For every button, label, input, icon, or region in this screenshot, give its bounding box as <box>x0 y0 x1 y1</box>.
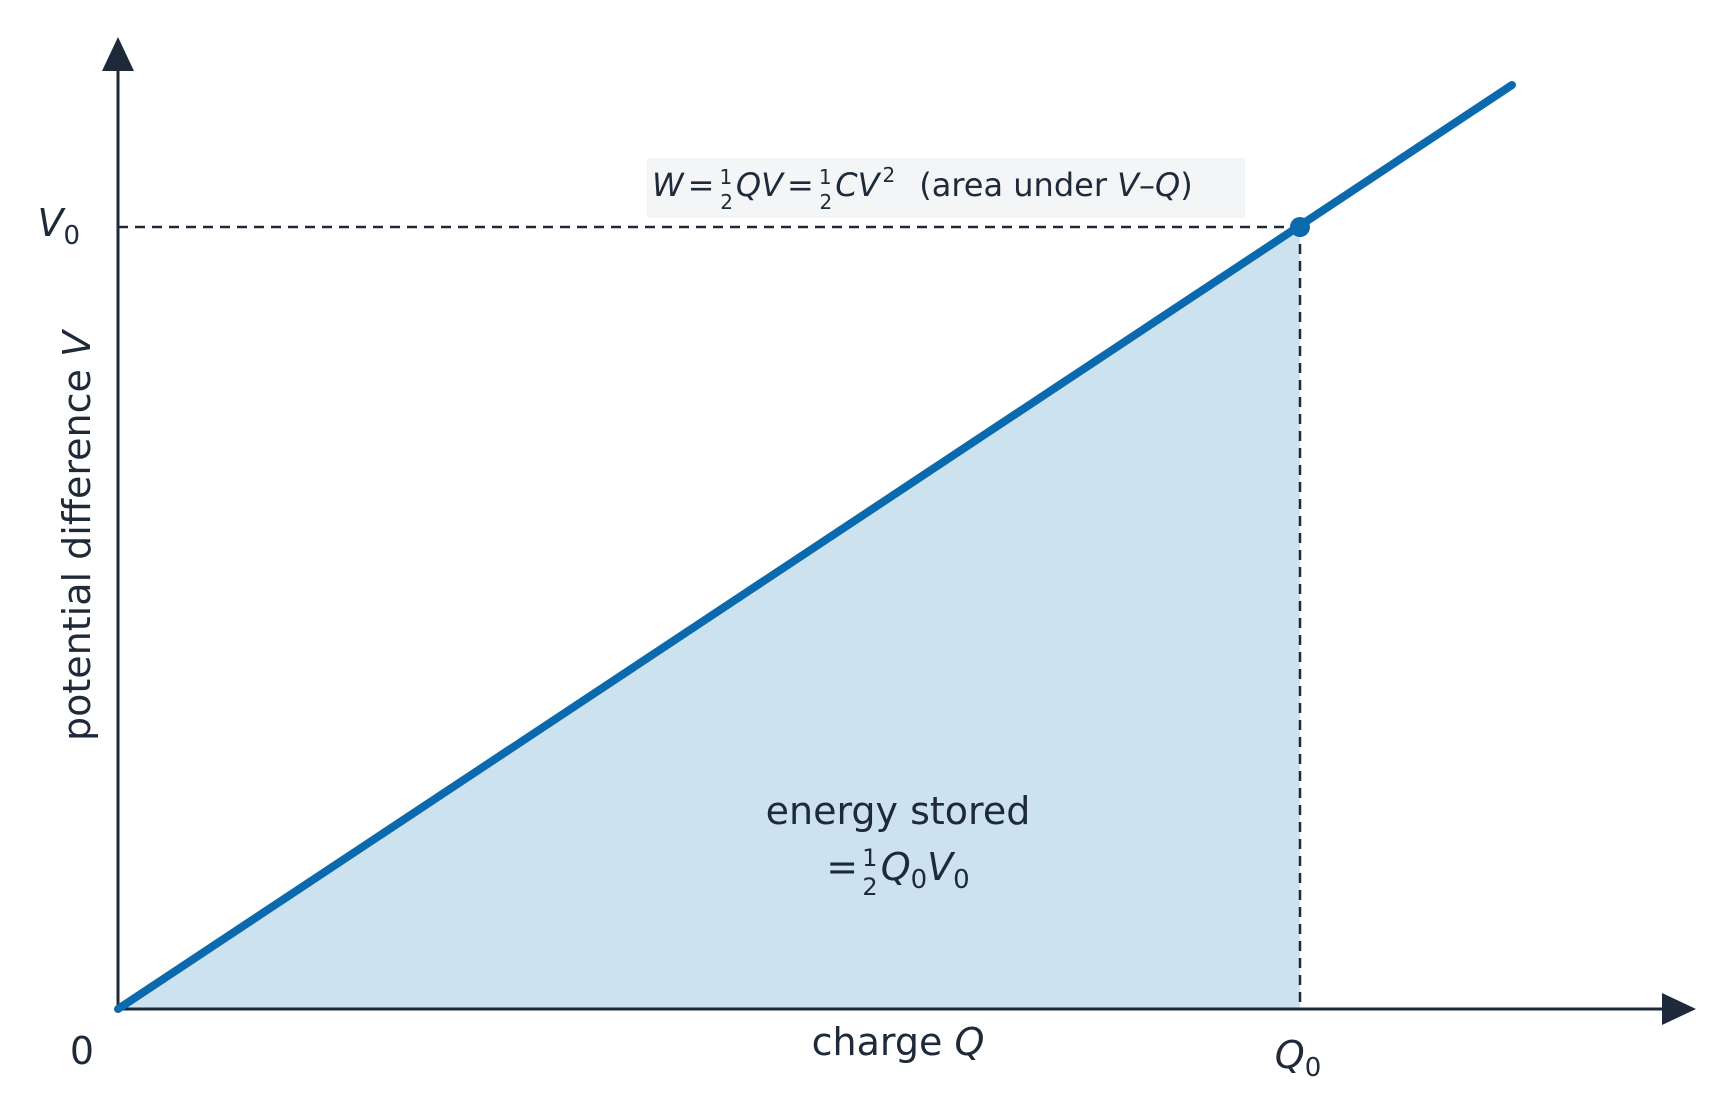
v0-label: V0 <box>37 201 80 251</box>
x-label-var: Q <box>954 1020 984 1064</box>
x-label-text: charge <box>812 1020 955 1064</box>
v-q-line <box>114 81 1516 1013</box>
formula: W = 1 2QV = 1 2CV 2 (area under V–Q) <box>652 163 1193 214</box>
formula-part: QV <box>736 166 785 204</box>
formula-part: 2 <box>883 163 896 187</box>
energy-label-line1: energy stored <box>766 789 1031 833</box>
y-label-var: V <box>55 328 99 357</box>
energy-part: 0 <box>953 865 970 895</box>
y-arrow <box>102 37 134 71</box>
energy-part: 1 <box>862 844 877 872</box>
formula-part: = <box>688 166 715 204</box>
formula-part: Q <box>1155 166 1180 204</box>
formula-part: (area under <box>919 166 1117 204</box>
formula-part: ) <box>1180 166 1192 204</box>
formula-part: = <box>787 166 814 204</box>
y-label-text: potential difference <box>55 357 99 741</box>
energy-label-line2: = 1 2Q0V0 <box>826 844 969 901</box>
operating-point <box>1290 217 1310 237</box>
x-arrow <box>1662 993 1696 1025</box>
q0-subscript: 0 <box>1305 1053 1322 1083</box>
q0-symbol: Q <box>1275 1033 1305 1077</box>
energy-part: V <box>927 845 956 889</box>
v0-symbol: V <box>37 201 66 245</box>
x-axis-label: charge Q <box>812 1020 985 1064</box>
formula-part: – <box>1139 166 1155 204</box>
y-axis-label: potential difference V <box>55 328 99 741</box>
formula-box <box>647 158 1245 218</box>
formula-part: 1 <box>819 165 832 189</box>
formula-part: CV <box>835 166 881 204</box>
v0-subscript: 0 <box>63 221 80 251</box>
energy-part: 0 <box>911 865 928 895</box>
formula-part: V <box>1117 166 1141 204</box>
energy-part: Q <box>881 845 911 889</box>
energy-part: 2 <box>862 873 877 901</box>
formula-part: 2 <box>720 190 733 214</box>
energy-part: = <box>826 845 858 889</box>
formula-part: 1 <box>719 165 732 189</box>
origin-label: 0 <box>70 1029 94 1073</box>
q0-label: Q0 <box>1275 1033 1321 1083</box>
formula-part: W <box>652 166 685 204</box>
formula-part: 2 <box>820 190 833 214</box>
